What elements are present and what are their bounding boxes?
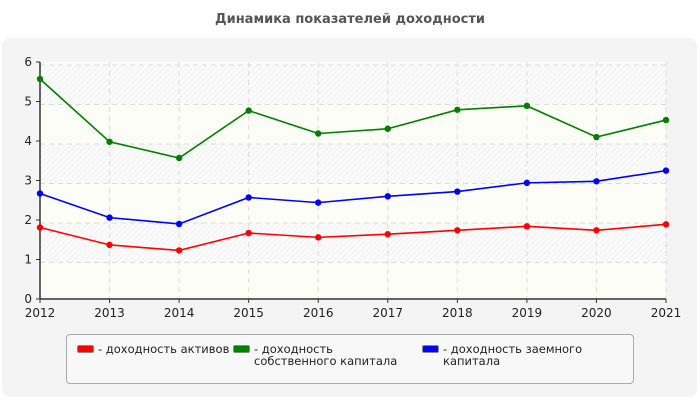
legend-swatch-green <box>233 345 250 353</box>
data-point <box>315 234 322 241</box>
legend-swatch-red <box>77 345 94 353</box>
data-point <box>36 75 44 83</box>
series-line-2 <box>39 169 667 225</box>
y-tick-label: 1 <box>24 253 32 267</box>
data-point <box>106 241 113 249</box>
data-point <box>523 102 531 110</box>
grid-band <box>40 65 666 105</box>
data-point <box>523 179 531 187</box>
grid-band <box>40 144 666 184</box>
data-point <box>662 116 670 124</box>
legend-label: - доходность заемного капитала <box>443 342 583 368</box>
legend: - доходность активов - доходность собств… <box>66 334 634 384</box>
data-point <box>662 167 670 174</box>
data-point <box>245 107 252 114</box>
data-point <box>523 223 531 230</box>
data-point <box>593 227 600 234</box>
x-tick-label: 2012 <box>25 306 56 320</box>
data-point <box>106 214 113 221</box>
legend-swatch-blue <box>422 345 439 353</box>
legend-label: - доходность активов <box>98 342 230 356</box>
x-tick-label: 2017 <box>373 306 404 320</box>
data-point <box>245 194 252 201</box>
series-line-1 <box>39 78 667 159</box>
data-point <box>454 188 461 195</box>
data-point <box>175 247 183 254</box>
data-point <box>593 133 600 141</box>
x-tick-label: 2016 <box>303 306 334 320</box>
y-tick-label: 3 <box>24 174 32 188</box>
y-tick-label: 0 <box>24 292 32 306</box>
data-point <box>384 125 391 132</box>
data-point <box>36 224 44 231</box>
data-point <box>106 138 113 145</box>
data-point <box>454 106 461 113</box>
chart-title: Динамика показателей доходности <box>215 12 485 27</box>
data-point <box>175 220 183 228</box>
data-point <box>245 229 252 237</box>
legend-item-equity: - доходность собственного капитала <box>233 343 414 367</box>
legend-item-assets: - доходность активов <box>77 343 258 355</box>
legend-label: - доходность собственного капитала <box>254 342 398 368</box>
x-tick-label: 2013 <box>94 306 125 320</box>
x-tick-label: 2021 <box>651 306 682 320</box>
x-tick-label: 2014 <box>164 306 195 320</box>
x-tick-label: 2019 <box>512 306 543 320</box>
data-point <box>315 130 322 137</box>
y-tick-label: 4 <box>24 134 32 148</box>
grid-band <box>40 223 666 263</box>
data-point <box>36 190 44 197</box>
x-tick-label: 2015 <box>233 306 264 320</box>
legend-item-debt: - доходность заемного капитала <box>422 343 603 367</box>
data-point <box>384 193 391 200</box>
series-line-0 <box>39 223 667 252</box>
x-tick-label: 2020 <box>581 306 612 320</box>
data-point <box>384 231 391 238</box>
data-point <box>662 221 670 228</box>
y-tick-label: 5 <box>24 95 32 109</box>
y-tick-label: 2 <box>24 213 32 227</box>
y-tick-label: 6 <box>24 55 32 69</box>
data-point <box>454 227 461 234</box>
data-point <box>593 178 600 185</box>
x-tick-label: 2018 <box>442 306 473 320</box>
data-point <box>175 154 183 162</box>
data-point <box>315 199 322 206</box>
